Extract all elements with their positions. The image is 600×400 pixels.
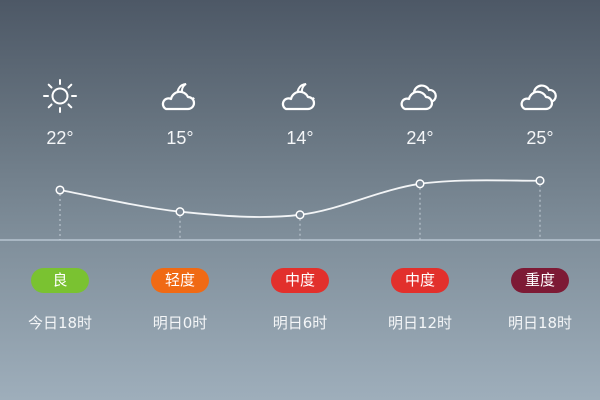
aqi-badge: 轻度 xyxy=(151,268,209,293)
aqi-badge: 重度 xyxy=(511,268,569,293)
temperature-point xyxy=(295,210,305,220)
clouds-icon xyxy=(520,84,557,111)
time-label: 明日6时 xyxy=(272,314,328,332)
aqi-badge: 良 xyxy=(31,268,89,293)
aqi-badge: 中度 xyxy=(391,268,449,293)
temperature-point xyxy=(535,176,545,186)
temperature-point xyxy=(175,207,185,217)
cloud-moon-icon xyxy=(281,83,316,111)
time-label: 今日18时 xyxy=(27,314,93,332)
temperature-label: 25° xyxy=(526,128,554,148)
temperature-point xyxy=(55,185,65,195)
aqi-badge: 中度 xyxy=(271,268,329,293)
time-label: 明日12时 xyxy=(387,314,453,332)
temperature-label: 24° xyxy=(406,128,434,148)
cloud-moon-icon xyxy=(161,83,196,111)
temperature-label: 14° xyxy=(286,128,314,148)
time-label: 明日18时 xyxy=(507,314,573,332)
sun-icon xyxy=(43,79,77,113)
temperature-label: 15° xyxy=(166,128,194,148)
temperature-point xyxy=(415,179,425,189)
time-label: 明日0时 xyxy=(152,314,208,332)
temperature-label: 22° xyxy=(46,128,74,148)
clouds-icon xyxy=(400,84,437,111)
